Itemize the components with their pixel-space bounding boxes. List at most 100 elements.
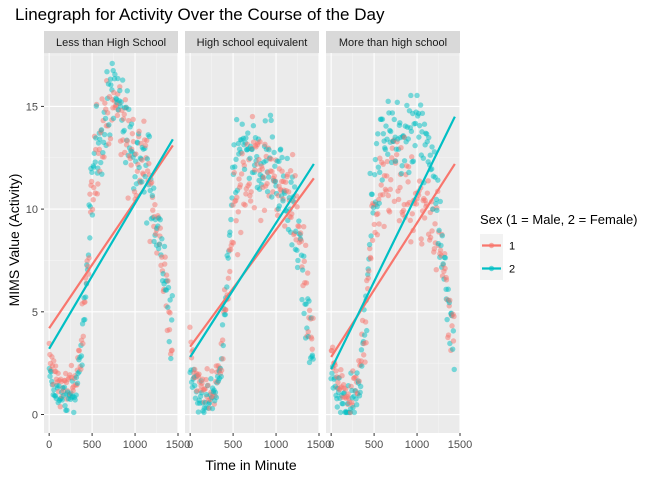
data-point-series-1 — [248, 189, 254, 195]
data-point-series-1 — [106, 141, 112, 147]
data-point-series-2 — [337, 409, 344, 416]
data-point-series-2 — [82, 294, 89, 300]
data-point-series-2 — [233, 156, 239, 163]
data-point-series-1 — [378, 182, 384, 188]
data-point-series-1 — [91, 184, 97, 191]
data-point-series-2 — [122, 159, 129, 166]
data-point-series-1 — [405, 164, 412, 170]
data-point-series-2 — [219, 322, 226, 328]
data-point-series-2 — [392, 158, 399, 164]
data-point-series-2 — [353, 396, 359, 402]
data-point-series-2 — [92, 159, 98, 165]
data-point-series-1 — [384, 173, 390, 179]
data-point-series-1 — [400, 207, 407, 214]
data-point-series-1 — [385, 192, 392, 199]
data-point-series-2 — [224, 284, 230, 290]
data-point-series-2 — [445, 286, 451, 292]
data-point-series-2 — [359, 363, 365, 369]
data-point-series-1 — [451, 313, 457, 320]
data-point-series-1 — [129, 130, 136, 137]
data-point-series-2 — [209, 405, 216, 412]
data-point-series-1 — [52, 363, 59, 369]
data-point-series-2 — [62, 402, 68, 409]
data-point-series-2 — [296, 218, 302, 224]
data-point-series-2 — [417, 102, 424, 108]
data-point-series-1 — [219, 337, 226, 343]
data-point-series-1 — [419, 241, 425, 247]
data-point-series-2 — [368, 233, 374, 239]
data-point-series-1 — [285, 189, 292, 195]
data-point-series-2 — [438, 242, 444, 249]
data-point-series-2 — [398, 170, 405, 177]
data-point-series-2 — [225, 255, 231, 261]
data-point-series-1 — [366, 268, 372, 274]
data-point-series-1 — [374, 231, 381, 238]
y-tick-label: 0 — [32, 410, 38, 422]
data-point-series-2 — [212, 389, 219, 396]
data-point-series-1 — [363, 340, 369, 346]
data-point-series-2 — [159, 236, 165, 242]
data-point-series-2 — [220, 342, 226, 349]
data-point-series-1 — [294, 204, 300, 210]
data-point-series-2 — [449, 346, 456, 352]
data-point-series-1 — [356, 378, 362, 384]
data-point-series-2 — [421, 121, 428, 127]
data-point-series-2 — [269, 134, 276, 140]
data-point-series-1 — [418, 236, 424, 242]
facet-strip — [326, 31, 460, 53]
data-point-series-2 — [59, 397, 65, 403]
data-point-series-2 — [450, 328, 457, 334]
data-point-series-2 — [157, 216, 163, 223]
data-point-series-1 — [380, 192, 386, 198]
data-point-series-2 — [266, 147, 272, 153]
data-point-series-2 — [299, 296, 305, 303]
facet-panel: Less than High School 0 500 1000 1500 — [44, 31, 190, 451]
data-point-series-2 — [110, 115, 117, 121]
facet-strip-label: Less than High School — [56, 37, 166, 49]
data-point-series-1 — [296, 223, 302, 230]
data-point-series-1 — [333, 368, 339, 374]
data-point-series-1 — [142, 142, 149, 149]
data-point-series-1 — [391, 198, 398, 205]
data-point-series-1 — [425, 178, 431, 184]
data-point-series-1 — [256, 156, 262, 163]
data-point-series-1 — [305, 329, 311, 335]
data-point-series-2 — [442, 255, 449, 261]
data-point-series-2 — [87, 235, 93, 241]
data-point-series-1 — [55, 370, 61, 376]
data-point-series-1 — [409, 211, 415, 217]
data-point-series-2 — [439, 233, 445, 239]
data-point-series-2 — [379, 177, 385, 183]
data-point-series-1 — [125, 195, 131, 201]
data-point-series-1 — [362, 319, 369, 325]
data-point-series-1 — [287, 168, 294, 174]
data-point-series-2 — [429, 144, 435, 150]
data-point-series-1 — [128, 162, 134, 168]
data-point-series-1 — [230, 240, 237, 246]
data-point-series-2 — [401, 158, 408, 164]
data-point-series-1 — [398, 145, 404, 151]
data-point-series-1 — [429, 228, 435, 234]
data-point-series-1 — [450, 338, 457, 344]
data-point-series-2 — [289, 242, 295, 248]
data-point-series-1 — [303, 280, 310, 286]
data-point-series-1 — [246, 181, 252, 187]
data-point-series-1 — [427, 234, 434, 241]
data-point-series-1 — [169, 347, 175, 353]
data-point-series-2 — [146, 133, 153, 140]
data-point-series-2 — [357, 389, 363, 395]
data-point-series-1 — [236, 176, 242, 182]
data-point-series-2 — [351, 409, 358, 416]
data-point-series-1 — [117, 84, 123, 90]
data-point-series-1 — [301, 223, 307, 230]
data-point-series-1 — [68, 362, 75, 369]
data-point-series-1 — [371, 221, 378, 228]
data-point-series-2 — [361, 332, 368, 338]
data-point-series-2 — [121, 127, 127, 134]
data-point-series-1 — [424, 190, 431, 196]
data-point-series-1 — [367, 245, 373, 252]
data-point-series-1 — [223, 307, 229, 313]
data-point-series-1 — [306, 307, 313, 313]
data-point-series-1 — [362, 359, 368, 365]
